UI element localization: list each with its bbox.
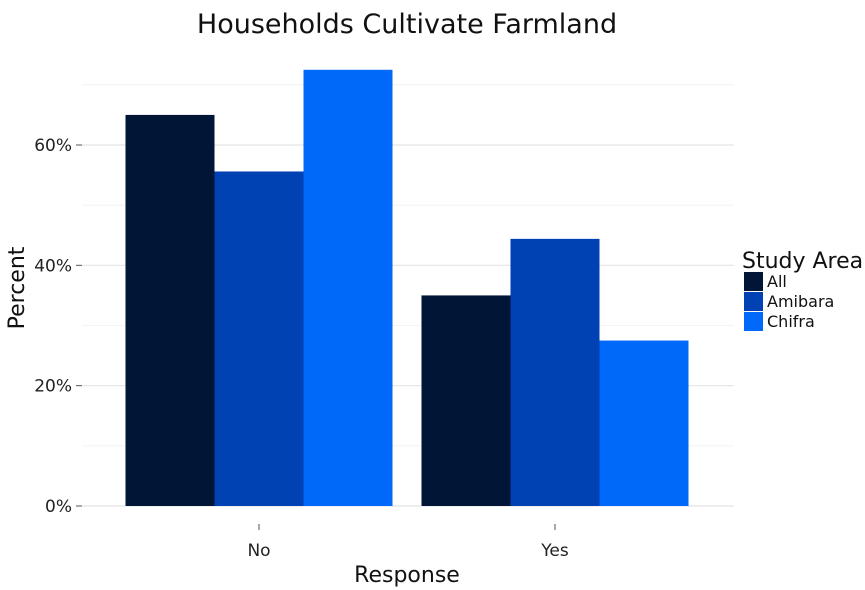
- legend-label-amibara: Amibara: [767, 292, 834, 311]
- y-tick-label: 0%: [45, 497, 72, 517]
- y-tick-label: 60%: [34, 136, 72, 156]
- y-tick-label: 20%: [34, 377, 72, 397]
- legend-swatch-chifra: [744, 312, 763, 331]
- bar-no-all: [125, 114, 215, 507]
- bar-no-amibara: [214, 171, 304, 506]
- x-tick-label: Yes: [540, 541, 569, 561]
- chart-title: Households Cultivate Farmland: [197, 9, 617, 40]
- x-axis-title: Response: [354, 563, 460, 588]
- legend-title: Study Area: [742, 249, 863, 274]
- legend-swatch-amibara: [744, 292, 763, 311]
- bars: [125, 69, 689, 507]
- x-axis: No Yes: [247, 524, 569, 561]
- y-axis-title: Percent: [5, 246, 30, 329]
- y-tick-label: 40%: [34, 256, 72, 276]
- y-axis: 0% 20% 40% 60%: [34, 136, 82, 517]
- bar-no-chifra: [303, 69, 393, 507]
- bar-yes-all: [421, 295, 511, 506]
- bar-yes-chifra: [599, 340, 689, 506]
- legend-swatch-all: [744, 272, 763, 291]
- bar-yes-amibara: [510, 238, 600, 507]
- x-tick-label: No: [247, 541, 270, 561]
- legend-label-chifra: Chifra: [767, 312, 815, 331]
- legend-label-all: All: [767, 272, 787, 291]
